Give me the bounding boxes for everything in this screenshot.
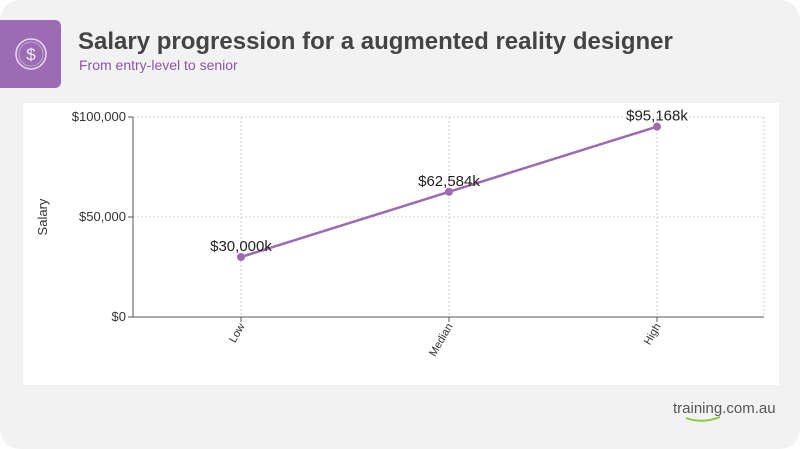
data-point bbox=[237, 253, 245, 261]
y-tick-label: $0 bbox=[112, 309, 126, 324]
line-chart: $0 $50,000 $100,000 Low Median High Salary $30,… bbox=[35, 108, 765, 359]
x-tick-label: Median bbox=[427, 322, 455, 359]
data-label: $62,584k bbox=[418, 173, 480, 190]
brand-logo: training.com.au bbox=[673, 400, 776, 417]
y-tick-label: $50,000 bbox=[79, 209, 126, 224]
chart-panel: $0 $50,000 $100,000 Low Median High Salary $30,… bbox=[23, 103, 779, 385]
chart-title: Salary progression for a augmented reali… bbox=[78, 28, 673, 55]
brand-swoosh-icon bbox=[685, 416, 721, 422]
data-label: $95,168k bbox=[626, 108, 688, 125]
data-label: $30,000k bbox=[210, 238, 272, 255]
chart-subtitle: From entry-level to senior bbox=[79, 57, 238, 73]
data-point bbox=[653, 122, 661, 131]
data-point bbox=[445, 187, 453, 196]
x-tick-label: High bbox=[642, 322, 664, 348]
y-axis-title: Salary bbox=[35, 198, 50, 235]
dollar-coin-icon: $ bbox=[15, 38, 47, 70]
x-tick-label: Low bbox=[227, 321, 248, 345]
y-tick-label: $100,000 bbox=[72, 109, 126, 124]
svg-text:$: $ bbox=[26, 45, 36, 64]
header-icon-box: $ bbox=[0, 20, 61, 88]
